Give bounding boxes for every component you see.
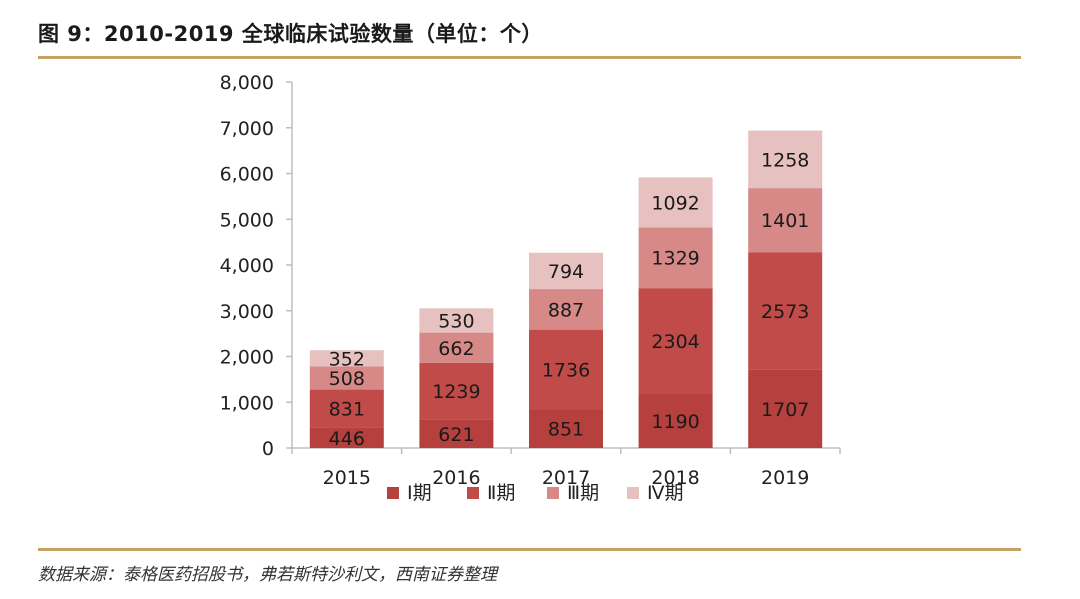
x-axis: 2015 2016 2017 2018 2019 <box>291 447 841 489</box>
legend: Ⅰ期 Ⅱ期 Ⅲ期 Ⅳ期 <box>387 482 684 504</box>
x-tick-label: 2019 <box>761 467 809 489</box>
bar-segment <box>309 389 384 428</box>
data-label: 1736 <box>542 359 590 381</box>
data-label: 1707 <box>761 399 809 421</box>
bar-segment <box>419 332 494 363</box>
x-tick-label: 2018 <box>651 467 699 489</box>
data-label: 851 <box>548 419 584 441</box>
bar-segment <box>748 130 823 189</box>
data-label: 662 <box>438 338 474 360</box>
figure-title: 图 9：2010-2019 全球临床试验数量（单位：个） <box>38 22 543 46</box>
data-label: 352 <box>329 348 365 370</box>
data-label: 1239 <box>432 381 480 403</box>
y-tick-label: 2,000 <box>220 347 274 369</box>
x-tick-label: 2017 <box>542 467 590 489</box>
legend-label: Ⅱ期 <box>487 482 515 504</box>
data-label: 508 <box>329 368 365 390</box>
y-tick-label: 1,000 <box>220 392 274 414</box>
y-tick-label: 3,000 <box>220 301 274 323</box>
bar-segment <box>748 369 823 448</box>
legend-label: Ⅳ期 <box>647 482 684 504</box>
data-label: 1092 <box>651 192 699 214</box>
data-label: 1258 <box>761 149 809 171</box>
legend-label: Ⅰ期 <box>407 482 432 504</box>
data-label: 1190 <box>651 411 699 433</box>
bar-segment <box>638 177 713 228</box>
data-label: 2304 <box>651 331 699 353</box>
bar-segment <box>529 289 603 330</box>
data-label: 621 <box>438 424 474 446</box>
top-rule <box>38 56 1021 59</box>
data-label: 887 <box>548 299 584 321</box>
source-note: 数据来源：泰格医药招股书，弗若斯特沙利文，西南证券整理 <box>38 565 497 585</box>
x-tick-label: 2015 <box>323 467 371 489</box>
y-tick-label: 0 <box>262 438 274 460</box>
bar-segment <box>638 227 713 289</box>
data-label: 1401 <box>761 210 809 232</box>
data-label: 831 <box>329 399 365 421</box>
bar-segment <box>529 329 603 410</box>
y-tick-label: 7,000 <box>220 118 274 140</box>
data-label: 1329 <box>651 248 699 270</box>
y-axis: 0 1,000 2,000 3,000 4,000 5,000 6,000 7,000 8,00… <box>220 72 293 460</box>
x-tick-label: 2016 <box>432 467 480 489</box>
y-tick-label: 6,000 <box>220 164 274 186</box>
bar-segment <box>748 188 823 253</box>
y-tick-label: 4,000 <box>220 255 274 277</box>
bottom-rule <box>38 548 1021 551</box>
bar-segment <box>419 308 494 333</box>
bar-segment <box>638 288 713 394</box>
legend-swatch <box>467 487 479 499</box>
legend-swatch <box>627 487 639 499</box>
bar-segment <box>638 393 713 448</box>
bar-segment <box>419 419 494 448</box>
bar-segment <box>529 252 603 290</box>
data-label: 794 <box>548 261 584 283</box>
data-label: 530 <box>438 310 474 332</box>
data-label: 2573 <box>761 301 809 323</box>
bars <box>309 130 823 448</box>
bar-segment <box>529 409 603 448</box>
y-tick-label: 5,000 <box>220 209 274 231</box>
bar-segment <box>309 427 384 448</box>
legend-swatch <box>547 487 559 499</box>
y-tick-label: 8,000 <box>220 72 274 94</box>
data-label: 446 <box>329 428 365 450</box>
legend-swatch <box>387 487 399 499</box>
bar-segment <box>309 366 384 390</box>
bar-segment <box>309 350 384 367</box>
bar-segment <box>419 362 494 420</box>
bar-segment <box>748 252 823 370</box>
legend-label: Ⅲ期 <box>567 482 599 504</box>
